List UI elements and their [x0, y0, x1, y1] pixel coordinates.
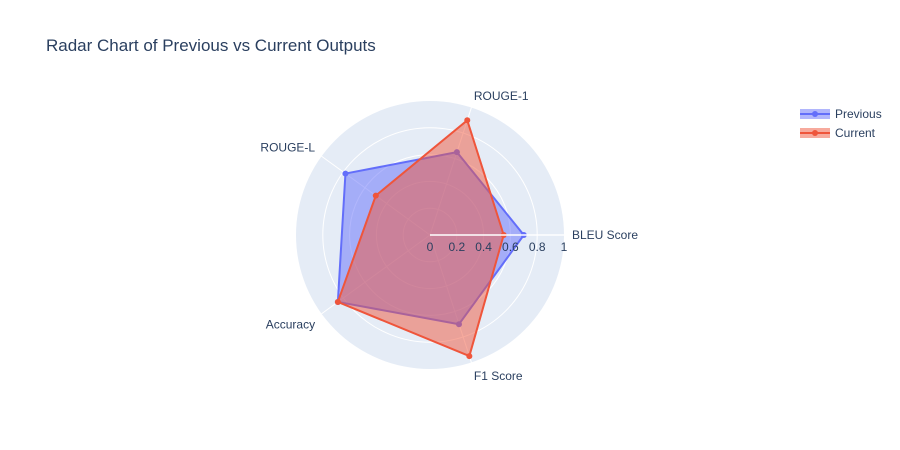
radial-tick-label: 0.6: [502, 240, 519, 254]
data-point-current[interactable]: [334, 298, 341, 305]
axis-label-rouge-1: ROUGE-1: [474, 89, 529, 103]
data-point-current[interactable]: [464, 117, 471, 124]
axis-label-rouge-l: ROUGE-L: [260, 141, 315, 155]
chart-title: Radar Chart of Previous vs Current Outpu…: [46, 36, 376, 55]
legend-marker: [812, 130, 818, 136]
radial-tick-label: 1: [561, 240, 568, 254]
data-point-current[interactable]: [466, 353, 473, 360]
axis-label-bleu-score: BLEU Score: [572, 228, 638, 242]
legend-item-current[interactable]: Current: [800, 126, 876, 140]
radial-tick-label: 0.8: [529, 240, 546, 254]
legend-label: Current: [835, 126, 876, 140]
legend-marker: [812, 111, 818, 117]
angular-axis-labels: BLEU Score ROUGE-1 ROUGE-L Accuracy F1 Score: [260, 89, 638, 383]
radial-axis: 0 0.2 0.4 0.6 0.8 1: [427, 234, 568, 254]
series-area-current: [336, 119, 505, 358]
axis-label-accuracy: Accuracy: [266, 317, 315, 331]
legend-item-previous[interactable]: Previous: [800, 107, 882, 121]
data-point-current[interactable]: [372, 192, 379, 199]
series-current: [334, 117, 507, 360]
radial-tick-label: 0.2: [448, 240, 465, 254]
legend-label: Previous: [835, 107, 882, 121]
radial-tick-label: 0.4: [475, 240, 492, 254]
series-layer: [334, 117, 527, 360]
legend[interactable]: Previous Current: [800, 107, 882, 140]
data-point-previous[interactable]: [342, 170, 349, 177]
axis-label-f1-score: F1 Score: [474, 369, 523, 383]
radial-tick-label: 0: [427, 240, 434, 254]
